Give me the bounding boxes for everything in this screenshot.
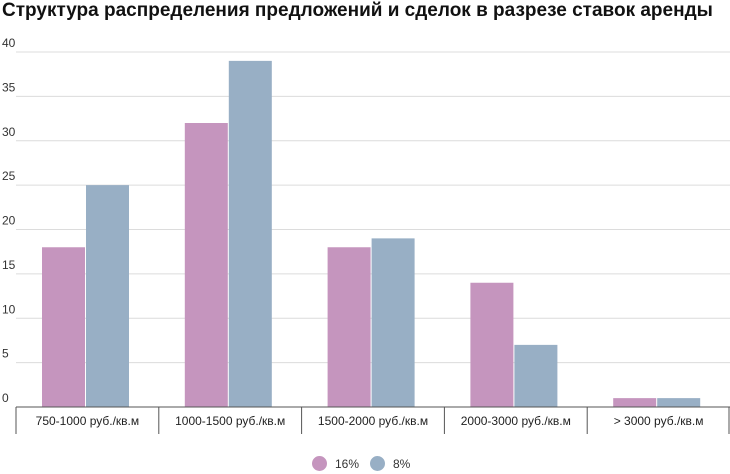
x-tick-label: > 3000 руб./кв.м: [614, 414, 704, 428]
legend: 16% 8%: [0, 456, 730, 474]
legend-label: 8%: [393, 456, 411, 471]
bar: [327, 247, 371, 407]
bar: [228, 60, 272, 407]
bar: [42, 247, 85, 407]
y-tick-label: 30: [2, 125, 16, 139]
y-tick-label: 15: [2, 258, 16, 272]
x-tick-label: 1000-1500 руб./кв.м: [175, 414, 285, 428]
chart-title: Структура распределения предложений и сд…: [2, 0, 713, 21]
legend-swatch: [370, 456, 385, 471]
bar: [184, 123, 228, 407]
legend-item-series-2: 8%: [370, 456, 410, 471]
x-tick-label: 1500-2000 руб./кв.м: [318, 414, 428, 428]
y-tick-label: 10: [2, 302, 16, 316]
y-tick-label: 0: [2, 391, 9, 405]
bar: [371, 238, 415, 407]
bar: [657, 398, 701, 407]
y-tick-label: 20: [2, 214, 16, 228]
y-tick-label: 25: [2, 169, 16, 183]
bar: [613, 398, 657, 407]
bar: [514, 344, 558, 407]
x-axis: 750-1000 руб./кв.м 1000-1500 руб./кв.м 150…: [15, 406, 730, 434]
legend-label: 16%: [335, 456, 360, 471]
y-tick-label: 5: [2, 347, 9, 361]
y-tick-label: 40: [2, 36, 16, 50]
x-tick-label: 2000-3000 руб./кв.м: [461, 414, 571, 428]
legend-item-series-1: 16%: [312, 456, 359, 471]
legend-swatch: [312, 456, 327, 471]
bars: [42, 60, 701, 407]
x-tick-label: 750-1000 руб./кв.м: [36, 414, 139, 428]
bar: [86, 185, 129, 407]
bar: [470, 282, 514, 407]
y-axis-ticks: 0 5 10 15 20 25 30 35 40: [2, 36, 16, 405]
y-tick-label: 35: [2, 80, 16, 94]
